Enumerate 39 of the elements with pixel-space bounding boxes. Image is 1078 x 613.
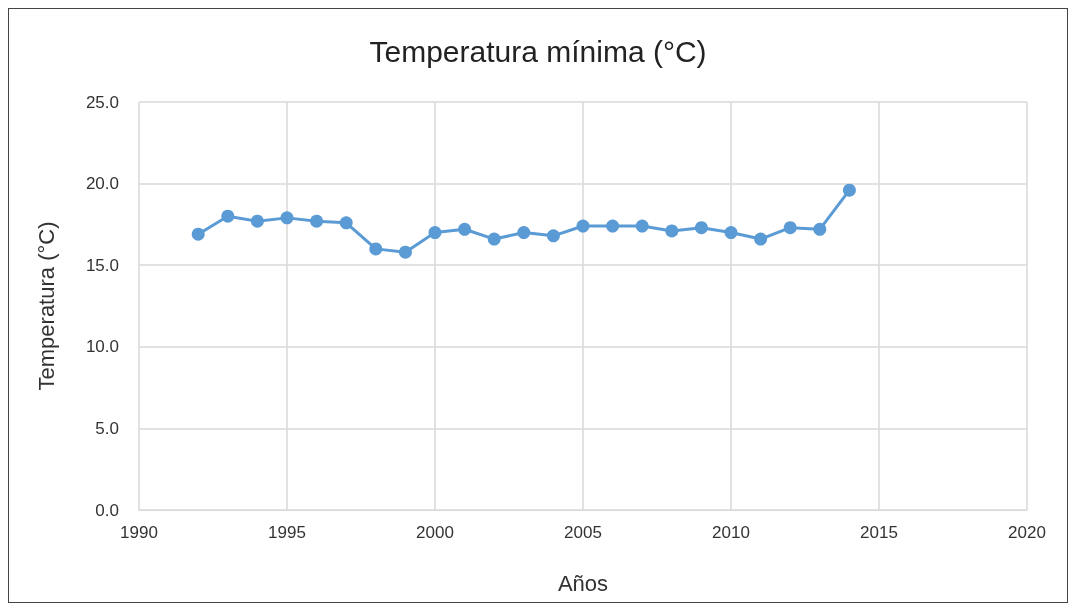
x-tick-label: 2005	[564, 523, 602, 542]
point	[250, 214, 264, 228]
point	[694, 221, 708, 235]
chart-title: Temperatura mínima (°C)	[369, 34, 707, 68]
point	[458, 222, 472, 236]
point	[428, 226, 442, 240]
point	[369, 242, 383, 256]
x-tick-label: 1990	[120, 523, 158, 542]
point	[635, 219, 649, 233]
y-tick-label: 10.0	[85, 337, 119, 357]
x-tick-label: 2020	[1008, 523, 1046, 542]
y-axis-title: Temperatura (°C)	[33, 221, 59, 391]
x-axis-title: Años	[557, 570, 609, 596]
point	[576, 219, 590, 233]
x-tick-label: 2010	[712, 523, 750, 542]
x-tick-label: 1995	[268, 523, 306, 542]
x-tick-label: 2015	[860, 523, 898, 542]
point	[754, 232, 768, 246]
y-tick-label: 5.0	[95, 418, 119, 438]
point	[842, 183, 856, 197]
point	[606, 219, 620, 233]
point	[191, 227, 205, 241]
point	[487, 232, 501, 246]
x-tick-label: 2000	[416, 523, 454, 542]
point	[398, 245, 412, 259]
y-tick-label: 0.0	[95, 500, 119, 520]
point	[665, 224, 679, 238]
point	[783, 221, 797, 235]
y-tick-label: 25.0	[85, 92, 119, 112]
point	[517, 226, 531, 240]
point	[221, 209, 235, 223]
y-tick-label: 20.0	[85, 174, 119, 194]
point	[280, 211, 294, 225]
y-tick-label: 15.0	[85, 255, 119, 275]
point	[310, 214, 324, 228]
point	[724, 226, 738, 240]
point	[813, 222, 827, 236]
point	[339, 216, 353, 230]
point	[546, 229, 560, 243]
